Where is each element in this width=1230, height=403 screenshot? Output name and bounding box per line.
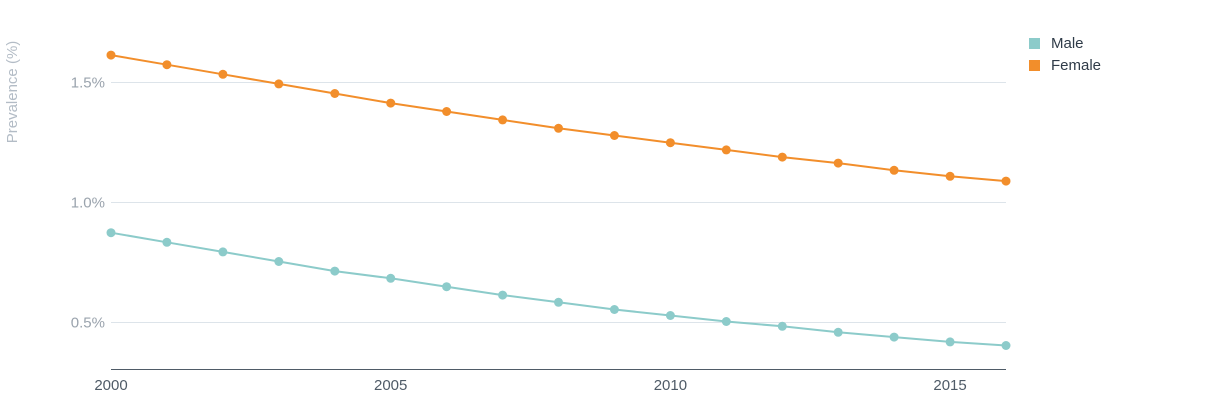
data-point[interactable] [554, 123, 563, 133]
data-point[interactable] [721, 317, 731, 326]
data-point[interactable] [498, 115, 508, 125]
series-female [106, 50, 1011, 186]
data-point[interactable] [777, 321, 787, 331]
data-point[interactable] [945, 337, 955, 347]
data-point[interactable] [609, 131, 619, 140]
legend-item-male[interactable]: Male [1029, 35, 1084, 52]
data-point[interactable] [106, 228, 116, 238]
series-line [110, 231, 1007, 347]
data-point[interactable] [330, 266, 340, 276]
data-point[interactable] [665, 138, 675, 148]
data-point[interactable] [833, 327, 843, 337]
data-point[interactable] [721, 145, 731, 155]
y-tick-label: 1.0% [71, 195, 105, 212]
series-male [106, 228, 1011, 350]
data-point[interactable] [498, 290, 508, 300]
data-point[interactable] [274, 257, 284, 266]
data-point[interactable] [218, 247, 228, 257]
data-point[interactable] [889, 332, 899, 342]
data-point[interactable] [1001, 341, 1011, 350]
legend-item-female[interactable]: Female [1029, 57, 1101, 74]
legend-swatch [1029, 60, 1040, 71]
data-point[interactable] [777, 152, 787, 162]
data-point[interactable] [442, 107, 452, 116]
data-point[interactable] [889, 165, 899, 175]
series-line [110, 54, 1007, 183]
x-tick-label: 2000 [94, 377, 127, 394]
data-point[interactable] [665, 311, 675, 320]
axes: 2000 2005 2010 2015 [94, 369, 1006, 394]
y-tick-label: 1.5% [71, 75, 105, 92]
data-point[interactable] [330, 89, 340, 98]
legend-label: Male [1051, 35, 1084, 52]
x-tick-label: 2010 [654, 377, 687, 394]
y-axis-label: Prevalence (%) [4, 41, 21, 144]
y-tick-label: 0.5% [71, 315, 105, 332]
series-lines [106, 50, 1011, 350]
legend[interactable]: Male Female [1029, 35, 1101, 74]
data-point[interactable] [274, 79, 284, 89]
data-point[interactable] [833, 158, 843, 168]
data-point[interactable] [609, 305, 619, 314]
data-point[interactable] [218, 69, 228, 79]
data-point[interactable] [1001, 176, 1011, 186]
data-point[interactable] [162, 237, 172, 247]
legend-swatch [1029, 38, 1040, 49]
legend-label: Female [1051, 57, 1101, 74]
data-point[interactable] [386, 273, 396, 283]
x-tick-label: 2005 [374, 377, 407, 394]
gridlines: 0.5% 1.0% 1.5% [71, 75, 1006, 332]
x-tick-label: 2015 [933, 377, 966, 394]
data-point[interactable] [945, 171, 955, 181]
data-point[interactable] [162, 60, 172, 70]
data-point[interactable] [386, 98, 396, 108]
data-point[interactable] [106, 50, 116, 60]
data-point[interactable] [442, 282, 452, 292]
data-point[interactable] [554, 297, 563, 307]
